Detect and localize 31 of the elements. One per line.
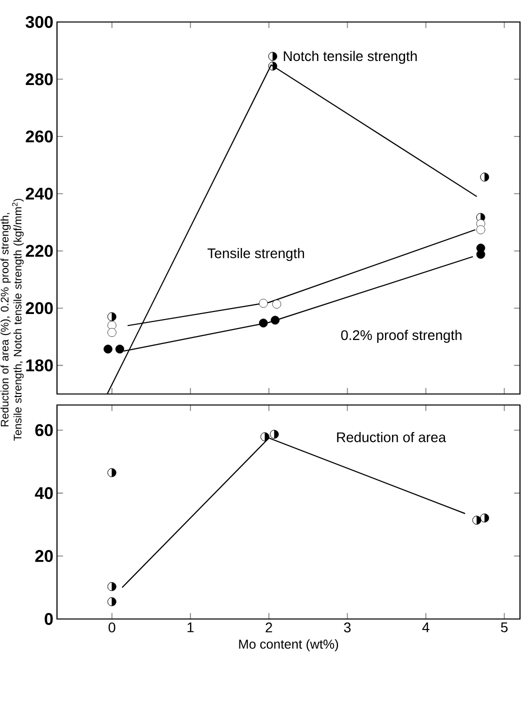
point: [258, 318, 268, 328]
y-tick-label: 60: [35, 424, 53, 436]
point: [272, 300, 282, 309]
point: [108, 328, 116, 337]
point: [104, 344, 112, 354]
y-tick-label: 220: [26, 244, 53, 257]
annotation: Notch tensile strength: [284, 50, 417, 64]
y-tick-label: 200: [26, 302, 53, 314]
point: [258, 298, 268, 308]
point: [476, 225, 486, 234]
point: [270, 316, 280, 325]
y-tick-label: 40: [34, 487, 53, 500]
x-tick-label: 4: [422, 622, 430, 632]
y-tick-label: 180: [26, 359, 53, 372]
y-tick-label: 240: [26, 188, 53, 200]
annotation: Tensile strength: [208, 248, 304, 261]
x-tick-label: 5: [500, 622, 508, 632]
x-tick-label: 3: [344, 622, 351, 632]
x-tick-label: 0: [108, 622, 116, 632]
x-tick-label: 1: [188, 622, 194, 632]
x-axis-title: Mo content (wt%): [239, 639, 338, 652]
point: [115, 344, 124, 354]
y-tick-label: 300: [26, 16, 53, 28]
y-tick-label: 280: [26, 73, 53, 86]
annotation: Reduction of area: [337, 432, 446, 442]
annotation: 0.2% proof strength: [341, 330, 462, 343]
y-tick-label: 20: [35, 550, 53, 562]
y-tick-label: 0: [44, 613, 53, 625]
y-axis-title: Reduction of area (%), 0.2% proof strength, Tensile strength, Notch tensile strength (kgf/mm$^{2}$): [0, 198, 24, 441]
x-tick-label: 2: [266, 622, 272, 632]
y-tick-label: 260: [26, 130, 53, 142]
